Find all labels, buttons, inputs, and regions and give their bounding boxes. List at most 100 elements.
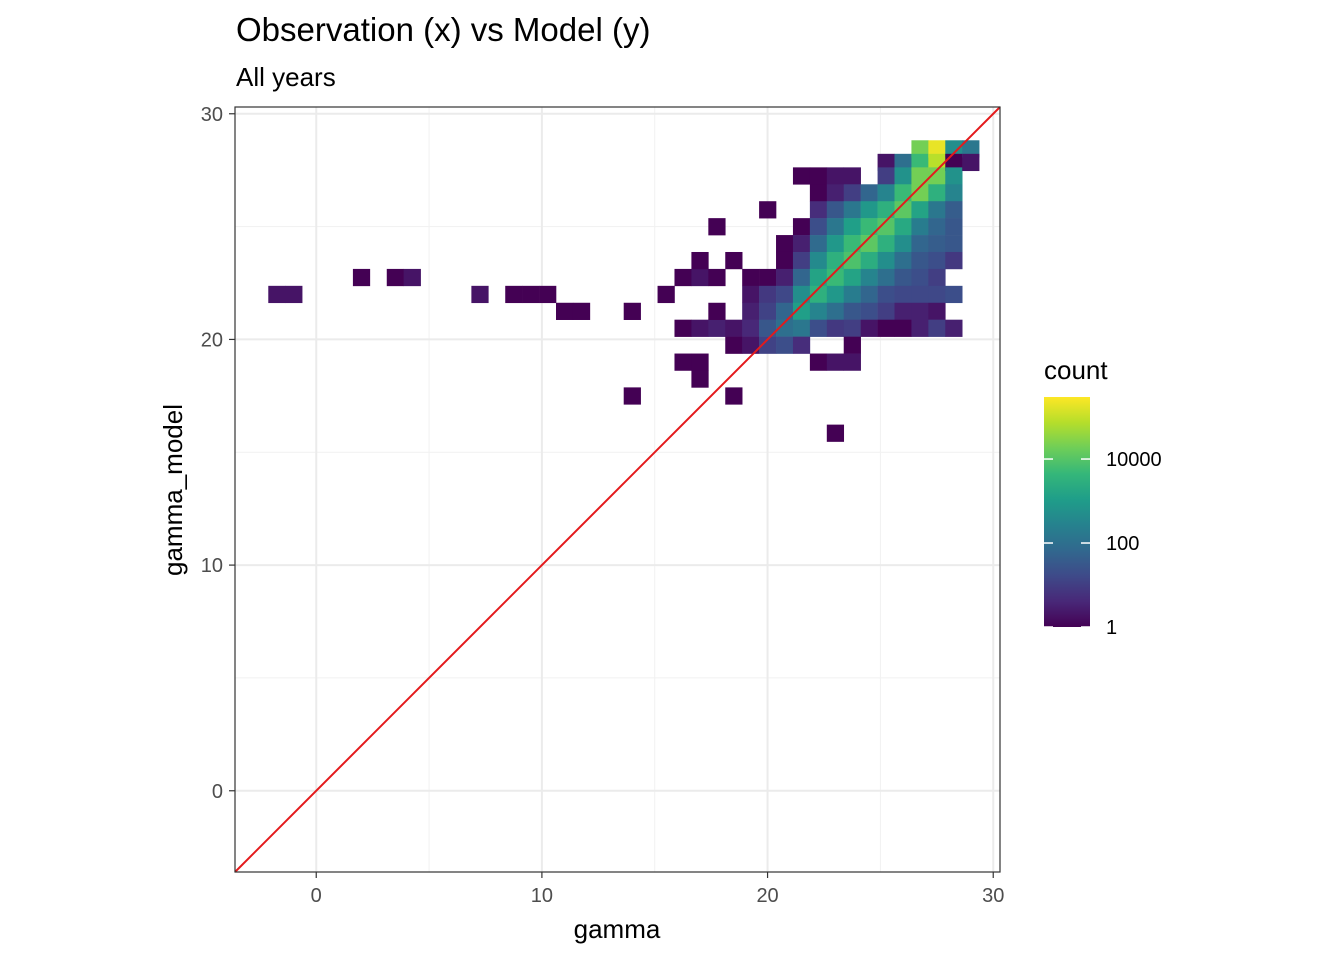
heatmap-tile (860, 201, 878, 219)
heatmap-tile (894, 167, 912, 185)
heatmap-tile (809, 235, 828, 253)
heatmap-tile (911, 167, 929, 185)
heatmap-tile (860, 251, 878, 270)
heatmap-tile (962, 153, 980, 172)
heatmap-tile (928, 285, 946, 304)
heatmap-tile (708, 268, 726, 287)
heatmap-tile (911, 302, 929, 320)
heatmap-tile (708, 302, 726, 320)
heatmap-tile (911, 153, 929, 172)
heatmap-tile (792, 302, 811, 320)
x-axis: 0 10 20 30 (311, 872, 1004, 907)
heatmap-tile (809, 201, 828, 219)
heatmap-tile (725, 251, 743, 270)
heatmap-tile (759, 201, 777, 219)
heatmap-tile (826, 268, 845, 287)
heatmap-tile (894, 235, 912, 253)
heatmap-tile (522, 285, 540, 304)
panel-border (234, 106, 1001, 873)
heatmap-tile (877, 184, 895, 202)
heatmap-tile (352, 268, 371, 287)
heatmap-tile (759, 302, 777, 320)
heatmap-tile (809, 167, 828, 185)
heatmap-tile (826, 218, 845, 236)
heatmap-tile (776, 302, 794, 320)
chart-subtitle: All years (236, 62, 336, 92)
heatmap-tile (759, 285, 777, 304)
heatmap-tile (928, 235, 946, 253)
identity-line (234, 106, 1001, 873)
heatmap-tile (928, 319, 946, 337)
x-tick-label: 0 (311, 885, 322, 907)
heatmap-tile (809, 184, 828, 202)
heatmap-tile (911, 235, 929, 253)
heatmap-tile (843, 302, 861, 320)
heatmap-tile (691, 353, 709, 371)
heatmap-tile (725, 319, 743, 337)
heatmap-tile (877, 235, 895, 253)
heatmap-tile (776, 336, 794, 354)
heatmap-tile (894, 218, 912, 236)
heatmap-tile (945, 235, 963, 253)
heatmap-tile (268, 285, 286, 304)
heatmap-tile (809, 319, 828, 337)
heatmap-tile (623, 302, 641, 320)
heatmap-tile (962, 140, 980, 158)
x-tick-label: 20 (756, 885, 778, 907)
heatmap-tile (945, 201, 963, 219)
heatmap-tile (792, 235, 811, 253)
heatmap-tile (725, 336, 743, 354)
heatmap-tile (809, 218, 828, 236)
heatmap-tile (691, 319, 709, 337)
heatmap-tile (792, 167, 811, 185)
heatmap-tile (691, 251, 709, 270)
heatmap-tile (826, 167, 845, 185)
heatmap-tile (826, 319, 845, 337)
plot-panel (234, 106, 1001, 873)
heatmap-tile (911, 140, 929, 158)
heatmap-tile (725, 387, 743, 405)
heatmap-tile (691, 370, 709, 388)
y-tick-label: 0 (212, 781, 223, 803)
heatmap-tile (911, 201, 929, 219)
heatmap-tile (860, 302, 878, 320)
heatmap-tile (809, 302, 828, 320)
heatmap-tile (674, 353, 692, 371)
heatmap-tile (928, 302, 946, 320)
legend-tick-label: 10000 (1106, 449, 1162, 471)
legend-title: count (1044, 355, 1108, 385)
heatmap-tile (894, 285, 912, 304)
x-tick-label: 10 (531, 885, 553, 907)
heatmap-tile (945, 319, 963, 337)
heatmap-tile (826, 302, 845, 320)
heatmap-tile (386, 268, 404, 287)
heatmap-tile (776, 285, 794, 304)
heatmap-tile (826, 285, 845, 304)
y-tick-label: 30 (201, 104, 223, 126)
heatmap-tile (809, 251, 828, 270)
heatmap-tile (826, 353, 845, 371)
legend-colorbar (1044, 397, 1090, 627)
heatmap-tile (826, 184, 845, 202)
heatmap-tile (742, 285, 760, 304)
heatmap-tile (792, 268, 811, 287)
heatmap-tile (911, 251, 929, 270)
legend-tick-label: 100 (1106, 533, 1139, 555)
chart-title: Observation (x) vs Model (y) (236, 11, 650, 48)
heatmap-tile (928, 140, 946, 158)
heatmap-tile (843, 319, 861, 337)
heatmap-tile (843, 285, 861, 304)
grid-lines (235, 107, 1000, 872)
heatmap-tile (691, 268, 709, 287)
heatmap-tile (877, 285, 895, 304)
heatmap-tile (860, 319, 878, 337)
heatmap-tile (945, 184, 963, 202)
heatmap-tile (894, 319, 912, 337)
heatmap-tile (623, 387, 641, 405)
heatmap-tile (776, 268, 794, 287)
heatmap-tile (285, 285, 303, 304)
x-axis-title: gamma (574, 914, 661, 944)
heatmap-tile (843, 184, 861, 202)
heatmap-tile (809, 285, 828, 304)
